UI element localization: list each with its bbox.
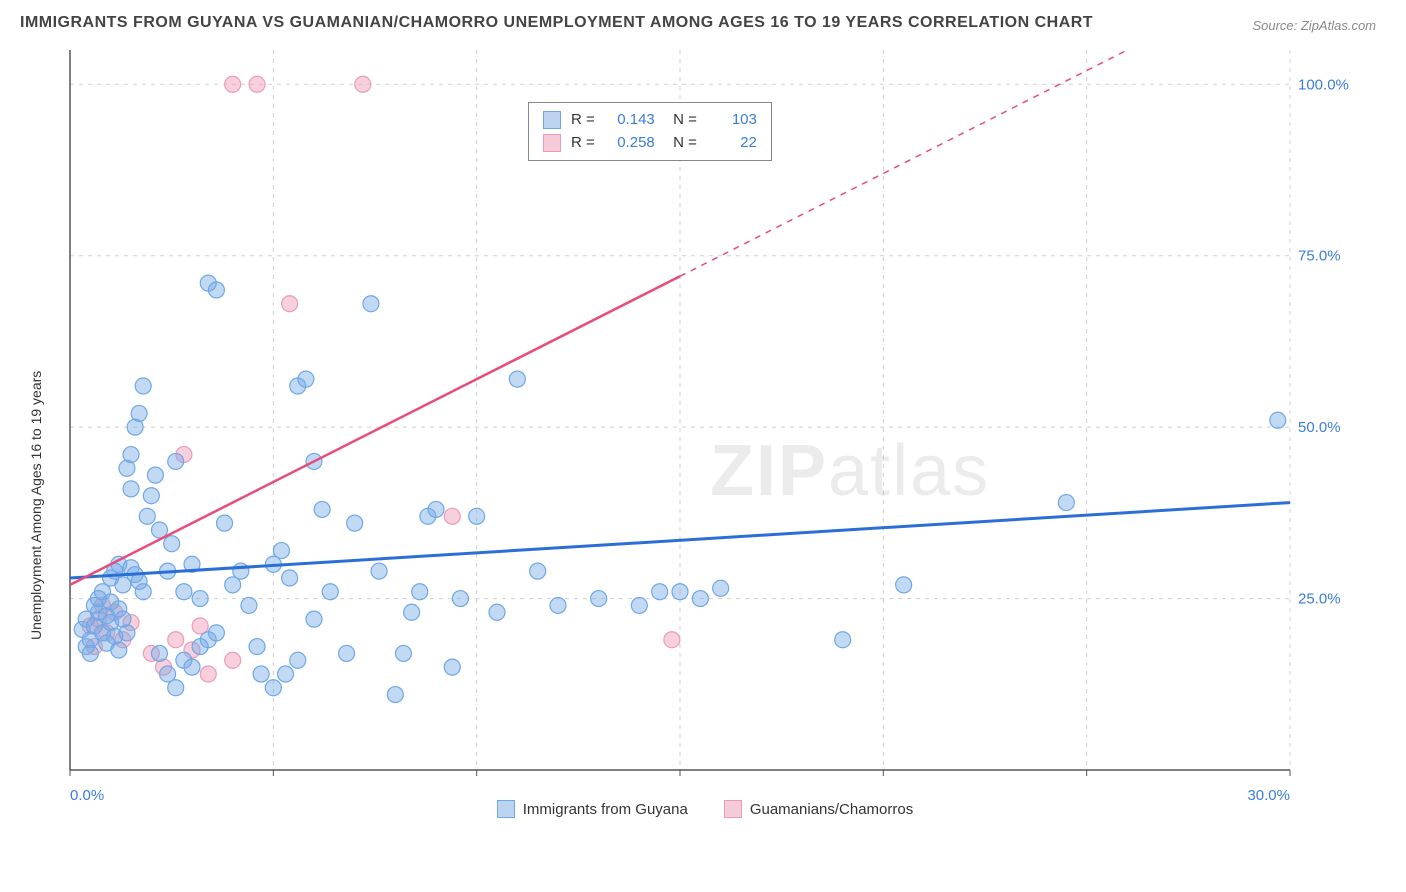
r-label: R = [571, 132, 595, 155]
svg-text:50.0%: 50.0% [1298, 419, 1341, 436]
svg-text:25.0%: 25.0% [1298, 591, 1341, 608]
chart-title: IMMIGRANTS FROM GUYANA VS GUAMANIAN/CHAM… [20, 14, 1093, 32]
series2-r-value: 0.258 [605, 132, 655, 155]
series2-swatch [543, 134, 561, 152]
series1-r-value: 0.143 [605, 109, 655, 132]
y-axis-label: Unemployment Among Ages 16 to 19 years [28, 371, 44, 640]
legend-label: Immigrants from Guyana [523, 801, 688, 818]
svg-text:75.0%: 75.0% [1298, 248, 1341, 265]
x-axis-legend: Immigrants from Guyana Guamanians/Chamorr… [60, 800, 1350, 822]
n-label: N = [665, 132, 697, 155]
stats-row-series2: R = 0.258 N = 22 [543, 132, 757, 155]
correlation-stats-box: R = 0.143 N = 103 R = 0.258 N = 22 [528, 102, 772, 161]
series1-swatch [543, 111, 561, 129]
chart-area: 25.0%50.0%75.0%100.0%0.0%30.0% ZIPatlas … [60, 50, 1350, 820]
series2-n-value: 22 [707, 132, 757, 155]
series1-n-value: 103 [707, 109, 757, 132]
legend-item: Immigrants from Guyana [497, 800, 688, 818]
svg-text:100.0%: 100.0% [1298, 76, 1349, 93]
source-attribution: Source: ZipAtlas.com [1252, 18, 1376, 33]
legend-swatch [724, 800, 742, 818]
legend-swatch [497, 800, 515, 818]
legend-label: Guamanians/Chamorros [750, 801, 913, 818]
scatter-plot-svg: 25.0%50.0%75.0%100.0%0.0%30.0% [60, 50, 1350, 820]
n-label: N = [665, 109, 697, 132]
r-label: R = [571, 109, 595, 132]
stats-row-series1: R = 0.143 N = 103 [543, 109, 757, 132]
legend-item: Guamanians/Chamorros [724, 800, 913, 818]
